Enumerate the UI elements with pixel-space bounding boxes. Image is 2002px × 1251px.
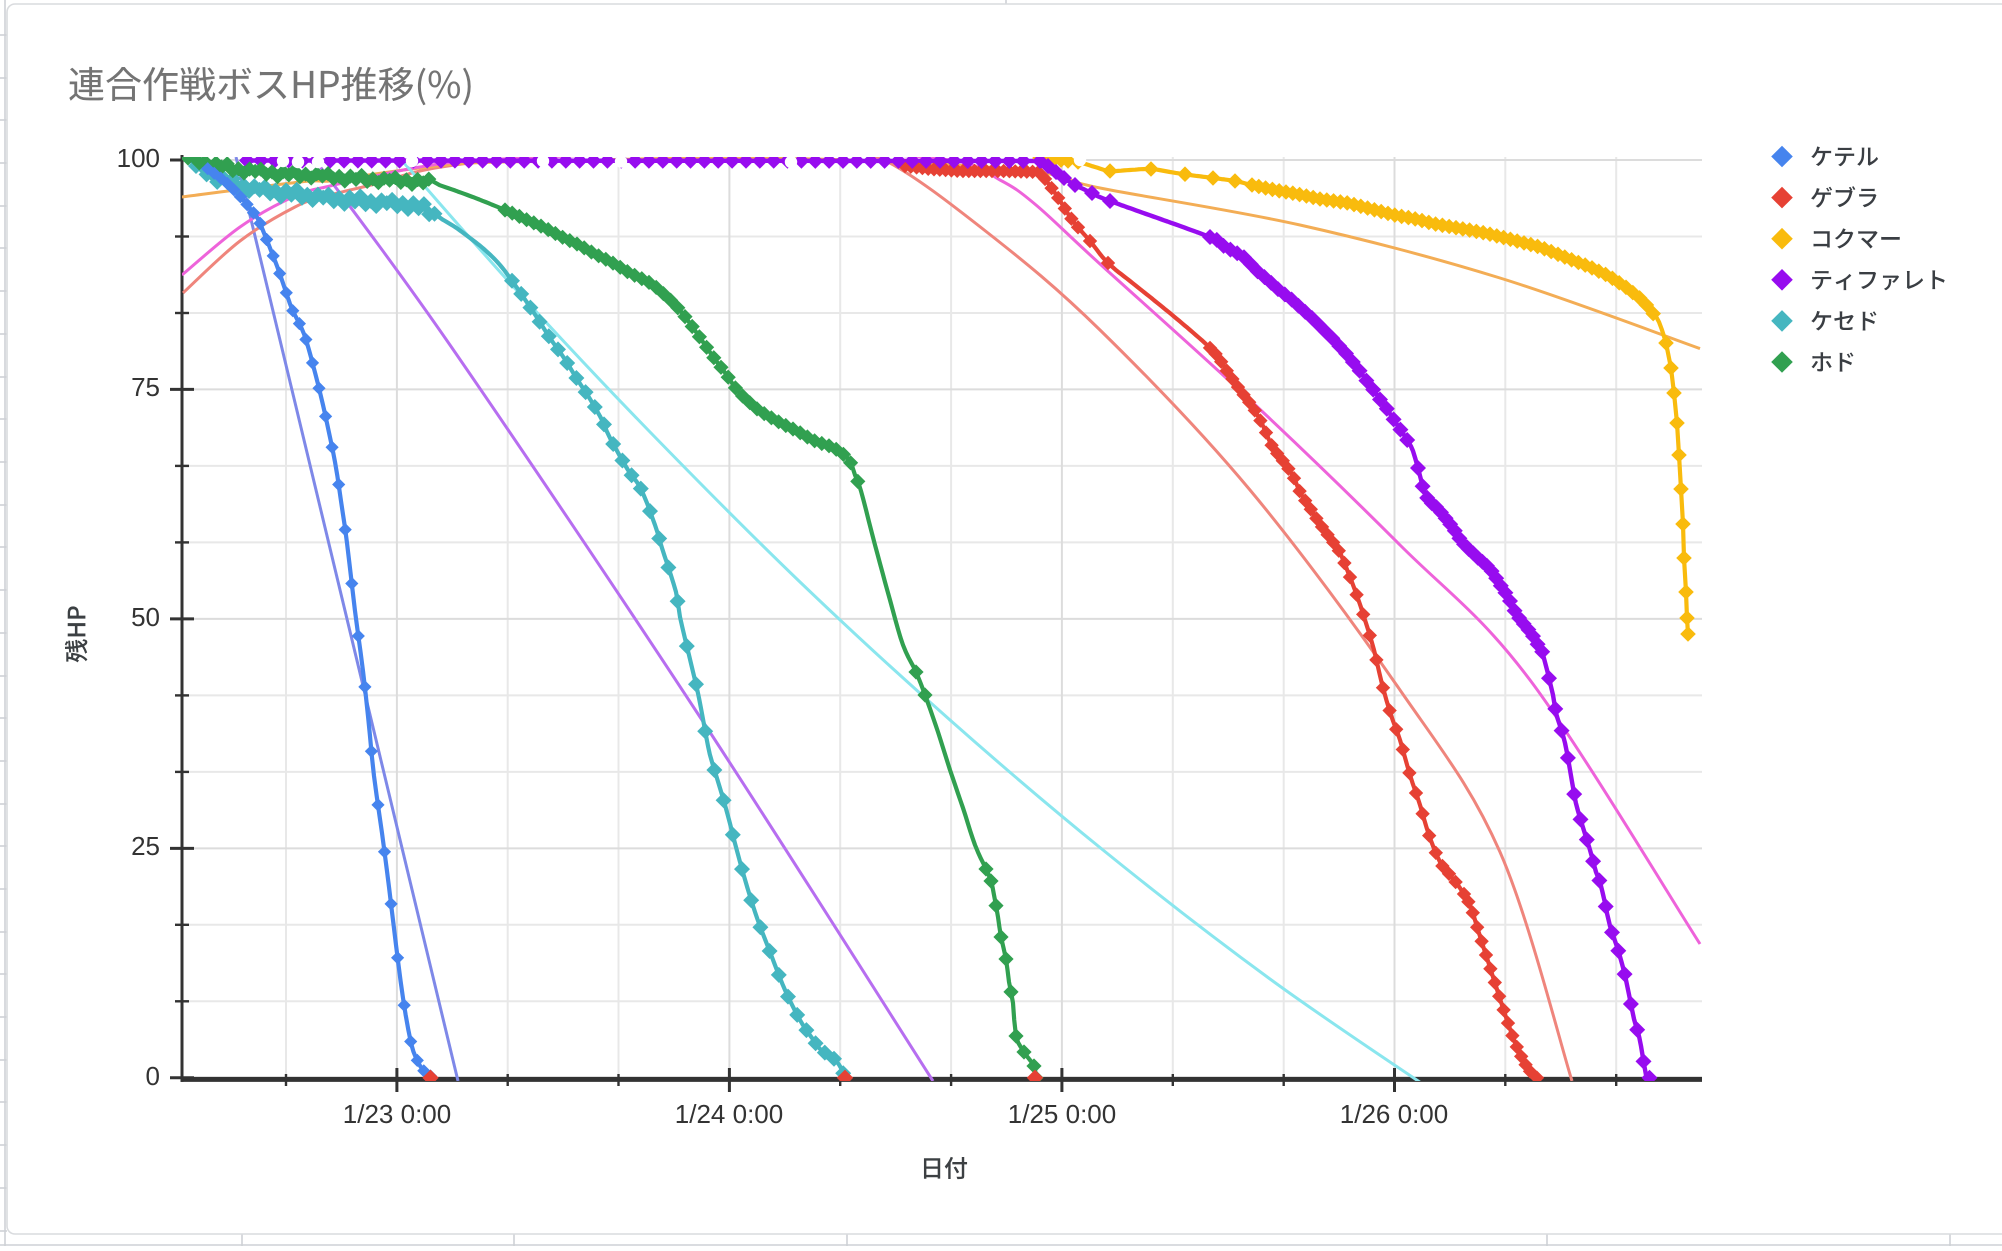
svg-text:75: 75 xyxy=(131,372,160,402)
svg-text:1/23 0:00: 1/23 0:00 xyxy=(343,1099,451,1129)
svg-text:1/25 0:00: 1/25 0:00 xyxy=(1008,1099,1116,1129)
svg-text:50: 50 xyxy=(131,602,160,632)
svg-text:25: 25 xyxy=(131,831,160,861)
svg-text:1/26 0:00: 1/26 0:00 xyxy=(1340,1099,1448,1129)
svg-text:0: 0 xyxy=(146,1061,160,1091)
svg-text:100: 100 xyxy=(117,143,160,173)
svg-text:1/24 0:00: 1/24 0:00 xyxy=(675,1099,783,1129)
